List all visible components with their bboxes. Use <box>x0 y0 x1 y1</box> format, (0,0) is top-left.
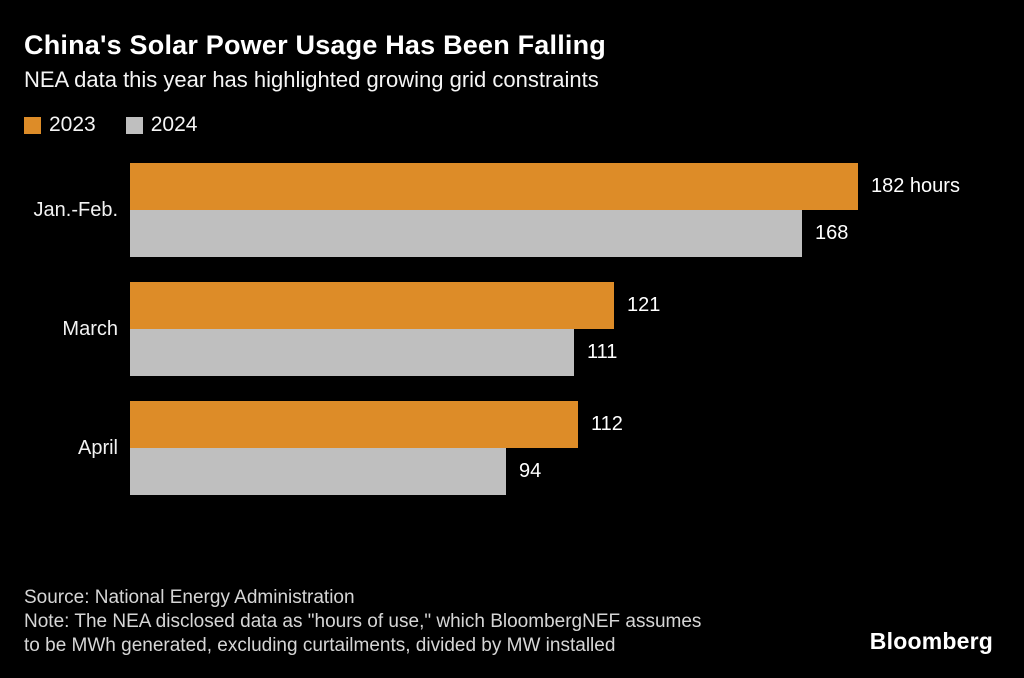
footer-note-line2: to be MWh generated, excluding curtailme… <box>24 635 616 656</box>
legend-swatch-2023-icon <box>24 116 41 134</box>
value-label-2024: 94 <box>519 460 542 482</box>
value-label-2023: 121 <box>627 294 661 316</box>
value-label-2024: 168 <box>815 222 849 244</box>
category-label: April <box>77 436 118 459</box>
legend-swatch-2024-icon <box>125 116 143 134</box>
footer-note-line1: Note: The NEA disclosed data as "hours o… <box>24 611 702 632</box>
category-label: Jan.-Feb. <box>33 198 118 221</box>
value-label-2023: 112 <box>591 413 623 435</box>
value-label-2024: 111 <box>587 341 618 363</box>
value-label-2023: 182 hours <box>871 175 960 197</box>
footer-source: Source: National Energy Administration <box>24 587 355 608</box>
bar-2023 <box>130 401 578 448</box>
bar-2024 <box>130 210 802 257</box>
bar-group: Jan.-Feb. 182 hours 168 <box>0 163 1024 257</box>
bar-2023 <box>130 282 614 329</box>
legend-label-2023: 2023 <box>49 113 96 136</box>
bar-2023 <box>130 163 858 210</box>
category-label: March <box>62 317 118 340</box>
legend-item-2024: 2024 <box>125 113 198 137</box>
legend: 2023 2024 <box>24 113 197 137</box>
bloomberg-logo: Bloomberg <box>869 628 993 654</box>
bar-group: April 112 94 <box>0 401 1024 495</box>
page-subtitle: NEA data this year has highlighted growi… <box>24 67 599 92</box>
bar-2024 <box>130 329 574 376</box>
legend-label-2024: 2024 <box>150 113 198 136</box>
bar-group: March 121 111 <box>0 282 1024 376</box>
legend-item-2023: 2023 <box>24 113 96 137</box>
bar-2024 <box>130 448 506 495</box>
footer: Source: National Energy Administration N… <box>24 586 701 658</box>
page-title: China's Solar Power Usage Has Been Falli… <box>24 30 606 60</box>
